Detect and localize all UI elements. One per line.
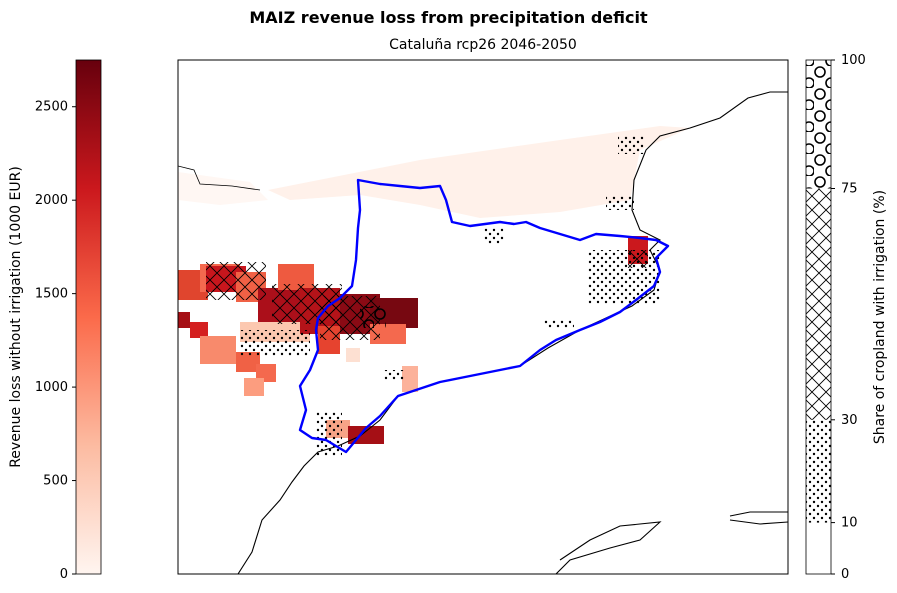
irrigation-band-none	[806, 522, 831, 574]
map-panel	[177, 59, 789, 575]
low-loss-area-west	[178, 172, 268, 205]
hatch-dots	[316, 412, 342, 456]
coastline-north	[178, 165, 261, 191]
hatch-cross	[206, 262, 266, 300]
irrigation-band-dots	[806, 419, 831, 523]
map-subtitle: Cataluña rcp26 2046-2050	[389, 37, 577, 53]
irrigation-colorbar: 0 10 30 75 100	[805, 53, 866, 582]
revenue-tick-label: 0	[60, 567, 68, 582]
loss-cell	[178, 312, 190, 328]
hatch-cross	[628, 250, 648, 268]
hatch-circles	[360, 306, 386, 328]
coastline-island-east	[729, 511, 788, 525]
coastline-islands	[555, 521, 662, 574]
irrigation-tick-label: 75	[841, 182, 858, 197]
revenue-tick-label: 2000	[35, 193, 68, 208]
hatch-dots	[544, 320, 574, 328]
revenue-colorbar-ticks: 0 500 1000 1500 2000 2500	[35, 100, 76, 582]
loss-cell	[256, 364, 276, 382]
irrigation-band-crosshatch	[806, 188, 831, 420]
region-boundary	[298, 178, 670, 454]
revenue-tick-label: 500	[43, 474, 68, 489]
irrigation-tick-label: 100	[841, 53, 866, 68]
hatch-dots	[384, 370, 404, 380]
irrigation-band-circles	[806, 60, 831, 189]
irrigation-tick-label: 30	[841, 413, 858, 428]
irrigation-colorbar-ticks: 0 10 30 75 100	[831, 53, 866, 582]
hatch-dots	[240, 330, 310, 356]
hatch-dots	[588, 250, 660, 304]
loss-cell	[200, 336, 236, 364]
irrigation-tick-label: 0	[841, 567, 849, 582]
revenue-tick-label: 2500	[35, 100, 68, 115]
loss-cell	[402, 366, 418, 392]
irrigation-tick-label: 10	[841, 516, 858, 531]
loss-cell	[190, 322, 208, 338]
hatch-dots	[618, 136, 644, 154]
loss-cell	[244, 378, 264, 396]
figure-title: MAIZ revenue loss from precipitation def…	[249, 8, 648, 27]
hatch-dots	[484, 228, 504, 244]
revenue-colorbar: 0 500 1000 1500 2000 2500	[35, 59, 102, 582]
revenue-colorbar-label: Revenue loss without irrigation (1000 EU…	[7, 166, 24, 468]
hatch-dots	[606, 196, 634, 210]
low-loss-area	[268, 126, 690, 218]
revenue-tick-label: 1000	[35, 380, 68, 395]
irrigation-colorbar-label: Share of cropland with irrigation (%)	[872, 189, 889, 445]
revenue-tick-label: 1500	[35, 287, 68, 302]
loss-cell	[236, 352, 260, 372]
loss-cell	[346, 348, 360, 362]
irrigation-colorbar-bands	[806, 60, 831, 574]
